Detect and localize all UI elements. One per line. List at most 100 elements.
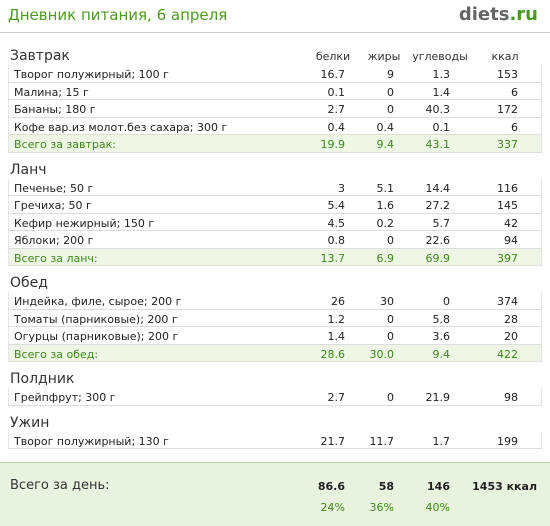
food-value: 26 (331, 295, 345, 308)
day-total-value: 1453 ккал (472, 480, 537, 493)
food-value: 28 (504, 312, 518, 326)
food-row (8, 292, 542, 310)
food-value: 14.4 (425, 181, 451, 195)
food-value: 0.8 (327, 234, 346, 247)
day-total-value: 146 (427, 480, 450, 493)
food-value: 0 (387, 312, 394, 326)
food-value: 0 (387, 391, 394, 404)
food-value: 0.2 (376, 216, 395, 230)
total-label: Всего за ланч: (14, 251, 98, 265)
day-percent: 40% (425, 501, 450, 514)
column-header: жиры (367, 50, 401, 63)
column-header: белки (315, 50, 351, 63)
food-row (8, 65, 542, 83)
food-value: 5.1 (376, 181, 395, 195)
food-value: 1.6 (376, 199, 395, 212)
food-value: 9 (387, 68, 394, 81)
food-value: 1.4 (432, 85, 451, 99)
food-value: 27.2 (425, 199, 451, 212)
food-name: Томаты (парниковые); 200 г (14, 312, 178, 326)
total-value: 337 (497, 138, 518, 151)
food-value: 98 (504, 391, 518, 404)
food-row (8, 431, 542, 449)
total-value: 9.4 (376, 138, 395, 151)
food-value: 116 (497, 181, 518, 195)
total-row (8, 344, 542, 362)
food-value: 0 (443, 295, 450, 308)
food-value: 145 (497, 199, 518, 212)
total-value: 6.9 (376, 251, 395, 265)
food-name: Огурцы (парниковые); 200 г (14, 330, 179, 343)
food-row (8, 231, 542, 249)
food-value: 153 (497, 68, 518, 81)
food-value: 5.8 (432, 312, 451, 326)
total-value: 422 (497, 347, 518, 361)
food-row (8, 327, 542, 345)
food-name: Творог полужирный; 100 г (14, 68, 169, 81)
food-value: 0.1 (432, 120, 451, 134)
food-value: 16.7 (320, 68, 346, 81)
meal-heading: Ужин (10, 414, 50, 431)
day-percent: 36% (369, 501, 394, 514)
food-value: 2.7 (327, 103, 346, 116)
food-value: 11.7 (369, 434, 395, 448)
meal-heading: Полдник (10, 371, 75, 387)
total-value: 13.7 (320, 251, 346, 265)
column-header: углеводы (412, 50, 468, 63)
food-value: 6 (511, 85, 518, 99)
food-value: 0.4 (327, 120, 346, 134)
food-value: 1.4 (327, 330, 346, 343)
food-value: 4.5 (327, 216, 346, 230)
meal-heading: Завтрак (10, 48, 70, 64)
day-percent: 24% (320, 501, 345, 514)
food-value: 40.3 (425, 103, 451, 116)
logo-suffix: .ru (509, 4, 538, 25)
food-row (8, 117, 542, 135)
food-value: 42 (504, 216, 518, 230)
meal-heading: Обед (10, 275, 48, 291)
food-row (8, 100, 542, 118)
food-row (8, 213, 542, 231)
food-value: 21.9 (425, 391, 451, 404)
meal-heading: Ланч (10, 161, 47, 178)
food-value: 3.6 (432, 330, 451, 343)
food-value: 1.3 (432, 68, 451, 81)
food-value: 0 (387, 85, 394, 99)
food-name: Кофе вар.из молот.без сахара; 300 г (14, 120, 228, 134)
food-row (8, 309, 542, 327)
food-value: 22.6 (425, 234, 451, 247)
total-value: 43.1 (425, 138, 451, 151)
food-name: Кефир нежирный; 150 г (14, 216, 155, 230)
title: Дневник питания, 6 апреля (8, 6, 228, 24)
food-value: 5.4 (327, 199, 346, 212)
food-value: 0 (387, 234, 394, 247)
food-value: 21.7 (320, 434, 346, 448)
column-header: ккал (491, 50, 519, 63)
total-label: Всего за завтрак: (14, 138, 117, 151)
food-name: Яблоки; 200 г (14, 234, 94, 247)
day-total-label: Всего за день: (10, 478, 110, 493)
food-row (8, 388, 542, 406)
total-value: 397 (497, 251, 518, 265)
food-value: 0 (387, 103, 394, 116)
food-row (8, 178, 542, 196)
food-value: 1.2 (327, 312, 346, 326)
total-value: 19.9 (320, 138, 346, 151)
day-total-value: 86.6 (317, 480, 345, 493)
food-name: Гречиха; 50 г (14, 199, 92, 212)
food-value: 3 (338, 181, 345, 195)
total-value: 28.6 (320, 347, 346, 361)
total-row (8, 248, 542, 266)
food-value: 20 (504, 330, 518, 343)
food-name: Грейпфрут; 300 г (14, 391, 116, 404)
total-value: 9.4 (432, 347, 451, 361)
food-value: 1.7 (432, 434, 451, 448)
day-total-value: 58 (378, 480, 394, 493)
food-row (8, 196, 542, 214)
total-label: Всего за обед: (14, 347, 99, 361)
food-value: 0 (387, 330, 394, 343)
total-value: 30.0 (369, 347, 395, 361)
food-value: 6 (511, 120, 518, 134)
food-name: Индейка, филе, сырое; 200 г (14, 295, 182, 308)
